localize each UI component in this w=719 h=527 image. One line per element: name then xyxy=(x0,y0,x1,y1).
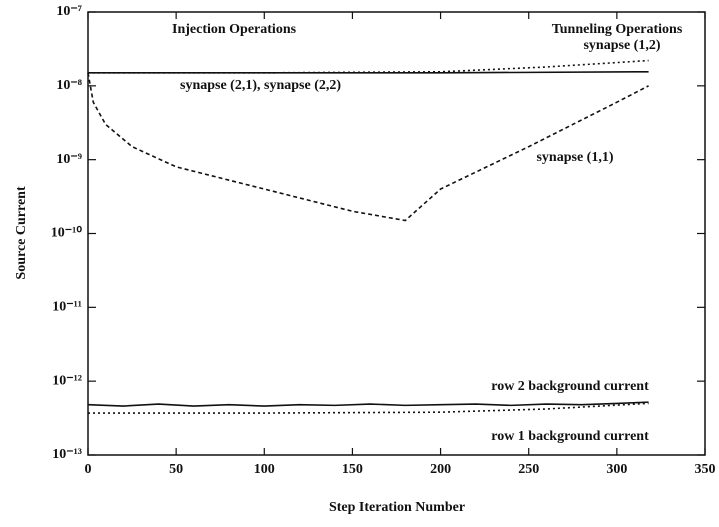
annotation: Tunneling Operations xyxy=(552,22,683,37)
x-tick-label: 350 xyxy=(695,462,716,477)
series-label: synapse (1,1) xyxy=(536,150,613,165)
y-tick-label: 10⁻¹⁰ xyxy=(51,226,83,241)
y-tick-label: 10⁻⁷ xyxy=(56,4,82,19)
series-label: synapse (2,1), synapse (2,2) xyxy=(180,78,341,93)
y-tick-label: 10⁻¹³ xyxy=(52,447,82,462)
x-tick-label: 300 xyxy=(606,462,627,477)
y-axis-label: Source Current xyxy=(14,186,29,280)
x-tick-label: 50 xyxy=(169,462,183,477)
series-line xyxy=(88,59,649,74)
series-label: row 2 background current xyxy=(491,379,649,394)
x-tick-label: 100 xyxy=(254,462,275,477)
y-tick-label: 10⁻¹² xyxy=(52,373,82,388)
x-tick-label: 200 xyxy=(430,462,451,477)
y-tick-label: 10⁻⁹ xyxy=(56,152,82,167)
y-tick-label: 10⁻⁸ xyxy=(56,78,82,93)
series-line xyxy=(88,70,649,74)
x-tick-label: 250 xyxy=(518,462,539,477)
x-tick-label: 0 xyxy=(85,462,92,477)
x-axis-label: Step Iteration Number xyxy=(329,500,465,515)
series-line xyxy=(87,401,649,407)
y-tick-label: 10⁻¹¹ xyxy=(52,300,82,315)
annotation: Injection Operations xyxy=(172,22,297,37)
series-line xyxy=(87,72,649,222)
x-tick-label: 150 xyxy=(342,462,363,477)
series-label: row 1 background current xyxy=(491,429,649,444)
series-label: synapse (1,2) xyxy=(583,38,660,53)
